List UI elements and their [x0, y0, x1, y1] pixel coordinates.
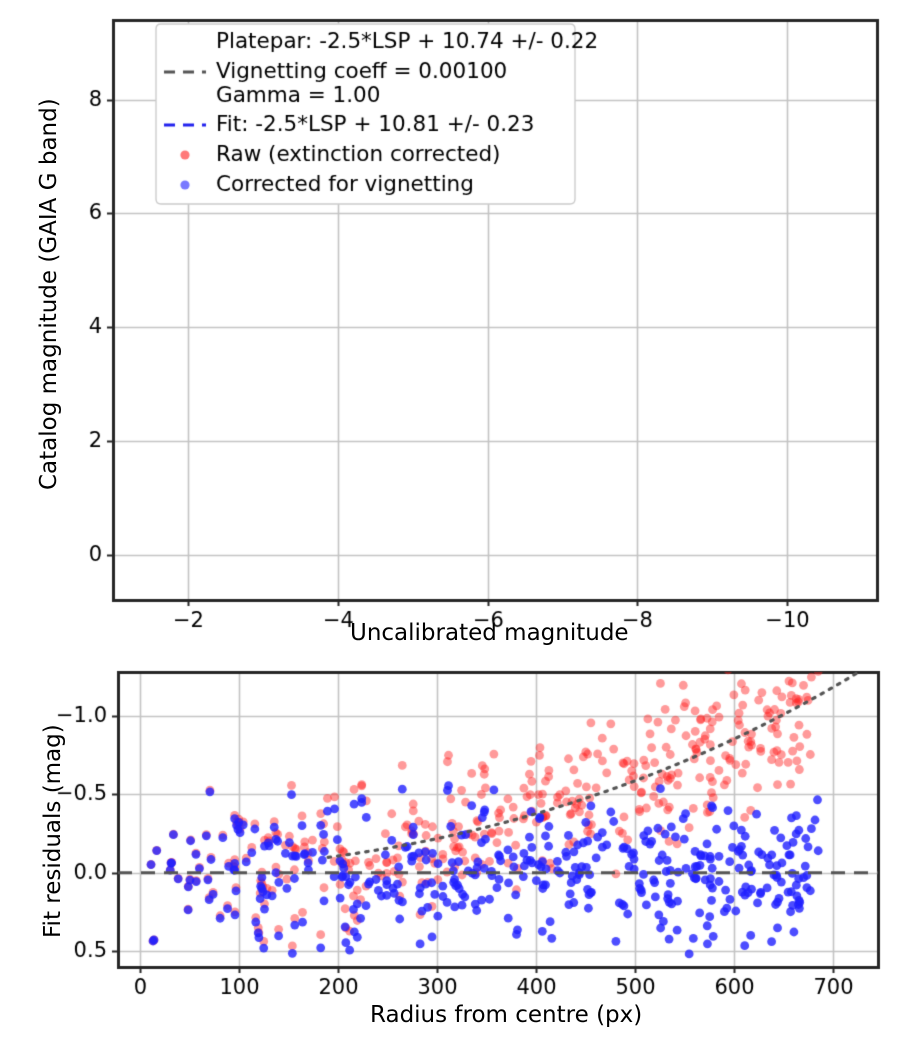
scientific-plot-canvas	[0, 0, 900, 1050]
figure-root: Uncalibrated magnitude Catalog magnitude…	[0, 0, 900, 1050]
